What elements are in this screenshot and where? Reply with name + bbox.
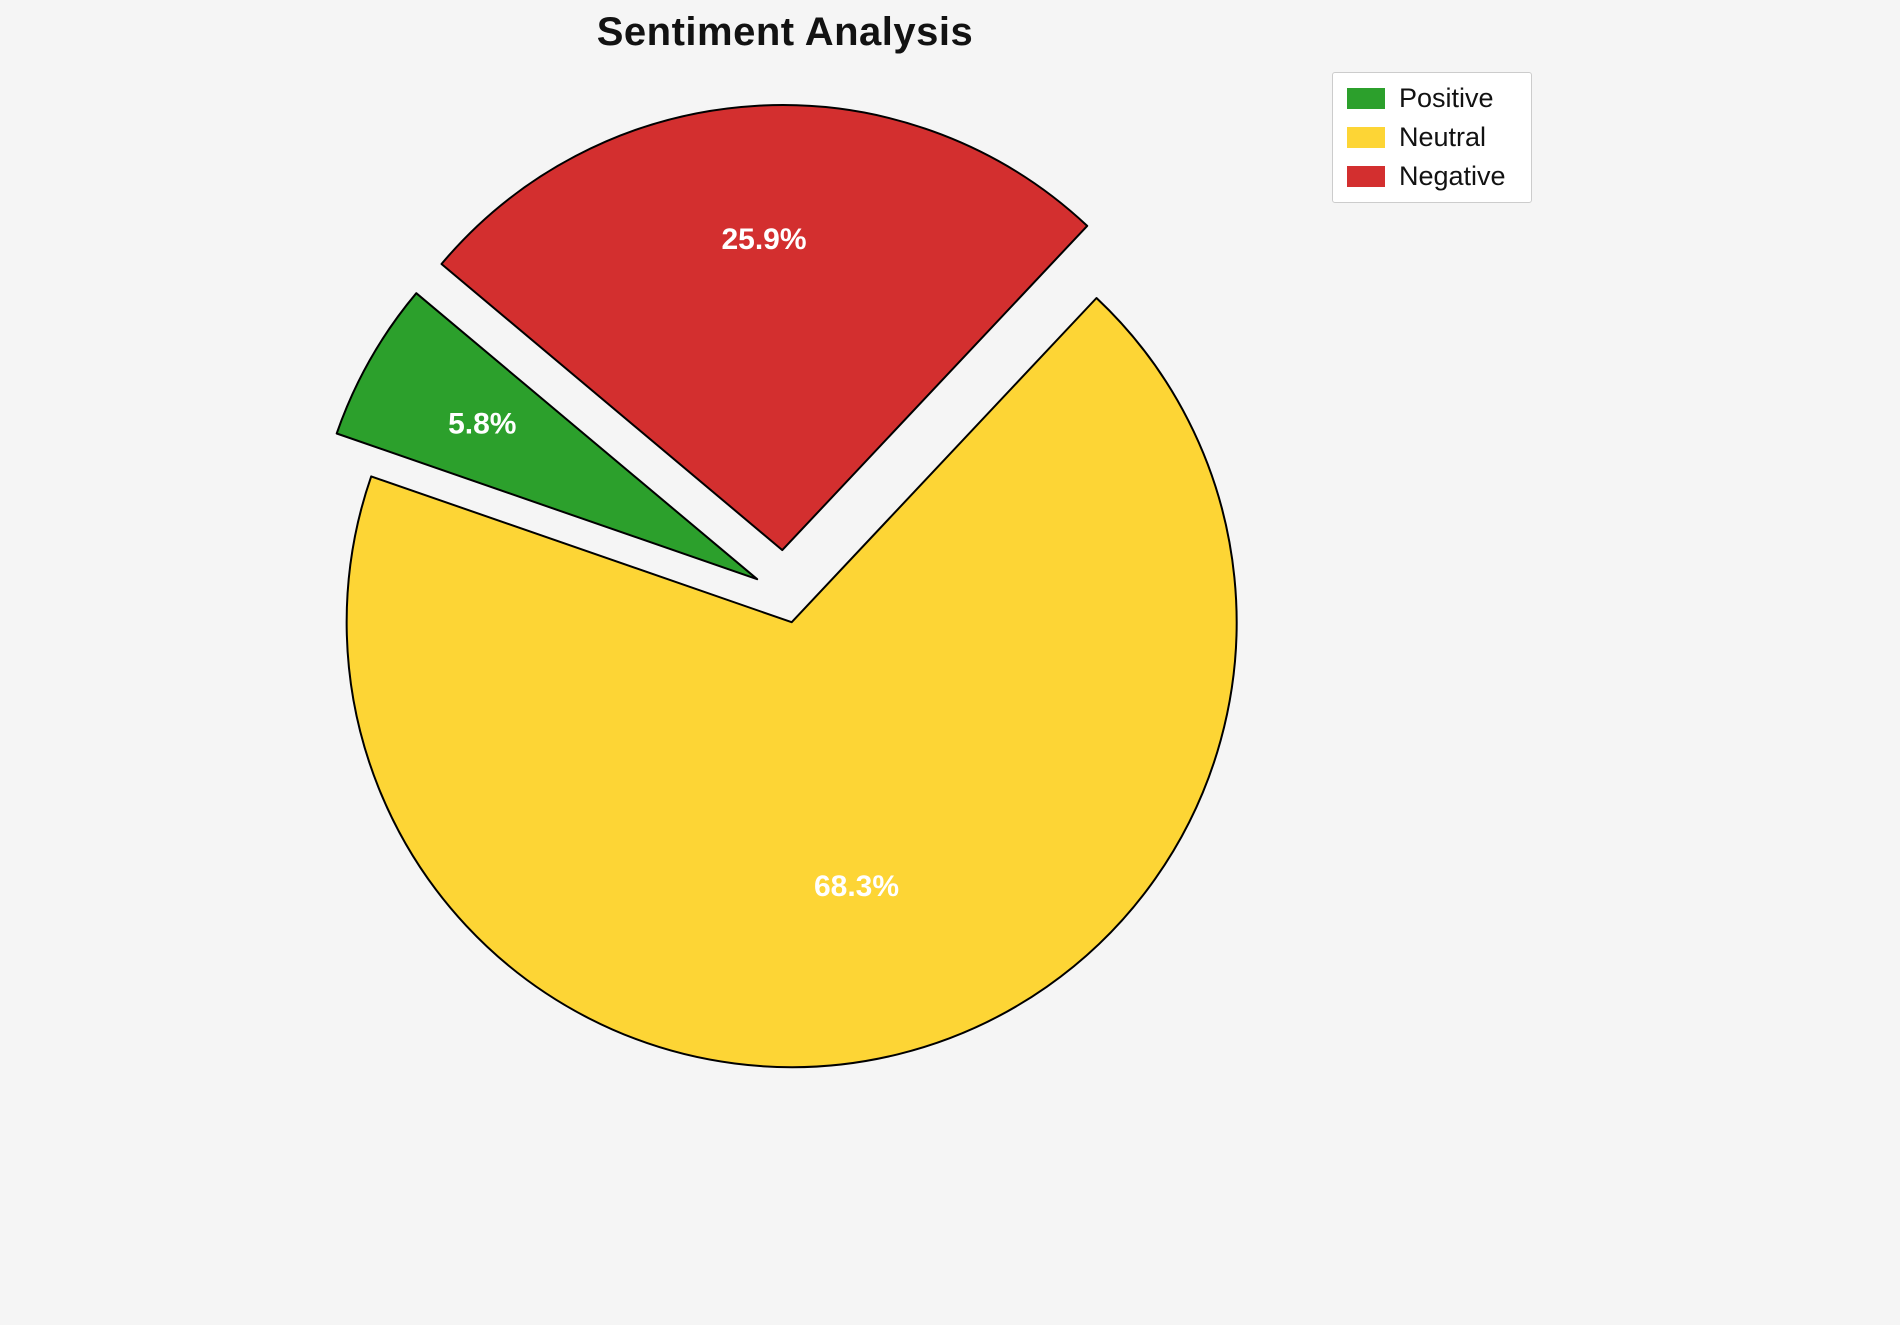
slice-label-positive: 5.8% — [448, 407, 516, 440]
legend-swatch-positive — [1347, 88, 1385, 109]
legend: Positive Neutral Negative — [1332, 72, 1532, 203]
chart-title: Sentiment Analysis — [596, 10, 974, 54]
legend-label: Neutral — [1399, 122, 1487, 152]
legend-swatch-negative — [1347, 166, 1385, 187]
pie-slice-neutral — [345, 297, 1238, 1069]
pie-slice-positive — [335, 292, 759, 581]
slice-label-negative: 25.9% — [721, 223, 806, 256]
slice-label-neutral: 68.3% — [814, 870, 899, 903]
legend-swatch-neutral — [1347, 127, 1385, 148]
legend-label: Negative — [1399, 161, 1506, 191]
legend-label: Positive — [1399, 83, 1494, 113]
legend-item-negative: Negative — [1347, 163, 1517, 190]
legend-item-neutral: Neutral — [1347, 124, 1517, 151]
legend-item-positive: Positive — [1347, 85, 1517, 112]
pie-slice-negative — [440, 104, 1089, 552]
